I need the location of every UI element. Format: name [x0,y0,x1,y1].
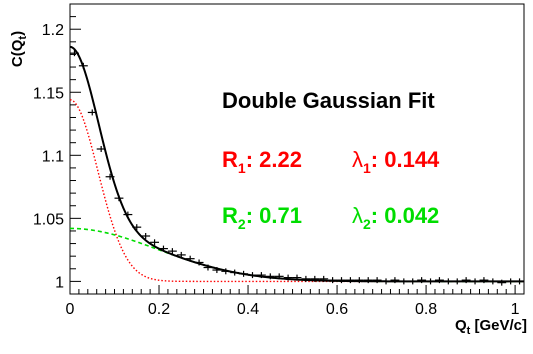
data-point [114,195,124,202]
data-point [123,211,133,218]
y-tick-label: 1.1 [42,148,64,165]
x-axis-ticks: 0 0.2 0.4 0.6 0.8 1 [66,285,520,318]
data-points [70,50,524,286]
data-point [185,255,195,262]
data-point [96,146,106,152]
annotation-lambda1: λ1: 0.144 [352,147,440,176]
annotation-title: Double Gaussian Fit [222,88,435,113]
annotation-value: : 0.144 [371,147,440,172]
x-tick-label: 0 [66,301,75,318]
data-point [194,259,204,266]
data-point [274,273,284,280]
y-axis-ticks: 1 1.05 1.1 1.15 1.2 [33,3,81,295]
x-tick-label: 1 [511,301,520,318]
data-point [265,273,275,280]
data-point [390,277,400,284]
x-tick-label: 0.8 [415,301,437,318]
plot-frame [69,3,525,295]
plot-area-border [69,3,525,295]
annotation-r1: R1: 2.22 [222,147,302,176]
annotation-symbol: λ [352,203,363,228]
data-point [328,277,338,284]
data-point [248,272,257,279]
data-point [363,277,373,284]
data-point [159,245,168,252]
data-point [176,251,186,258]
data-point [256,272,266,279]
data-point [479,277,489,284]
data-point [167,248,177,255]
data-point [203,264,213,271]
annotation-symbol: R [222,147,238,172]
data-point [345,277,355,284]
annotation-symbol: λ [352,147,363,172]
data-point [506,278,516,285]
y-tick-label: 1.2 [42,22,64,39]
data-point [141,233,151,239]
annotation-value: : 0.042 [371,203,440,228]
annotation-subscript: 1 [363,160,371,176]
annotation-value: : 0.71 [246,203,302,228]
y-tick-label: 1 [55,274,64,291]
data-point [150,239,160,246]
data-point [212,267,222,274]
data-point [399,278,409,285]
data-point [337,277,346,284]
data-point [434,277,444,284]
data-point [221,268,231,275]
data-point [426,278,435,285]
data-point [372,277,382,284]
data-point [452,278,462,285]
data-point [292,274,302,281]
annotation-r2: R2: 0.71 [222,203,302,232]
data-point [239,270,249,277]
data-point [461,277,471,284]
data-point [70,50,79,57]
x-axis-title: Qt [GeV/c] [455,317,527,337]
data-point [354,277,364,284]
data-point [310,275,320,282]
data-point [230,269,240,276]
y-tick-label: 1.15 [33,85,64,102]
data-point [381,278,391,285]
data-point [78,62,88,69]
data-point [132,224,142,231]
data-point [105,173,115,180]
y-tick-label: 1.05 [33,211,64,228]
annotation-symbol: R [222,203,238,228]
x-tick-label: 0.4 [237,301,259,318]
data-point [319,275,329,282]
data-point [443,278,453,285]
data-point [470,278,480,285]
data-point [408,278,418,285]
annotation-subscript: 1 [238,160,246,176]
x-tick-label: 0.6 [326,301,348,318]
annotation-value: : 2.22 [246,147,302,172]
data-point [515,278,524,285]
annotation-subscript: 2 [238,216,246,232]
data-point [488,278,498,285]
x-tick-label: 0.2 [148,301,170,318]
data-point [283,274,293,281]
annotation-lambda2: λ2: 0.042 [352,203,439,232]
annotation-subscript: 2 [363,216,371,232]
data-point [497,279,507,286]
data-point [417,277,427,284]
y-axis-title: C(Qt) [9,31,29,67]
data-point [301,275,311,282]
data-point [87,109,97,116]
